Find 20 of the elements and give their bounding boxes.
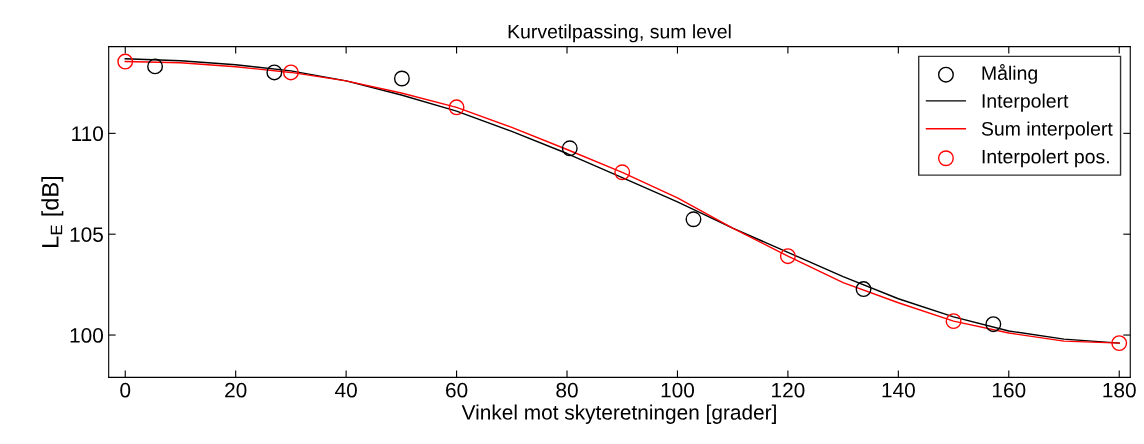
y-tick-label: 100 bbox=[70, 328, 104, 343]
y-axis-title: L$_{E}$ [dB] bbox=[41, 176, 64, 247]
x-tick-label: 100 bbox=[661, 382, 695, 398]
y-tick-label: 110 bbox=[72, 126, 104, 142]
y-tick-label: 105 bbox=[70, 227, 103, 242]
x-axis-title: Vinkel mot skyteretningen [grader] bbox=[461, 404, 776, 424]
legend-label: Interpolert pos. bbox=[982, 149, 1109, 168]
x-tick-label: 0 bbox=[120, 382, 131, 398]
x-tick-label: 140 bbox=[882, 382, 915, 398]
x-tick-label: 80 bbox=[556, 382, 578, 398]
x-tick-label: 40 bbox=[335, 382, 357, 398]
x-tick-label: 120 bbox=[772, 382, 805, 398]
x-tick-label: 20 bbox=[225, 382, 247, 398]
chart-title: Kurvetilpassing, sum level bbox=[508, 24, 731, 43]
x-tick-label: 60 bbox=[446, 382, 468, 398]
legend-label: Interpolert bbox=[982, 93, 1069, 112]
x-tick-label: 180 bbox=[1103, 382, 1136, 398]
x-tick-label: 160 bbox=[993, 382, 1026, 398]
legend-label: Sum interpolert bbox=[981, 121, 1113, 140]
legend-label: Måling bbox=[982, 64, 1037, 84]
